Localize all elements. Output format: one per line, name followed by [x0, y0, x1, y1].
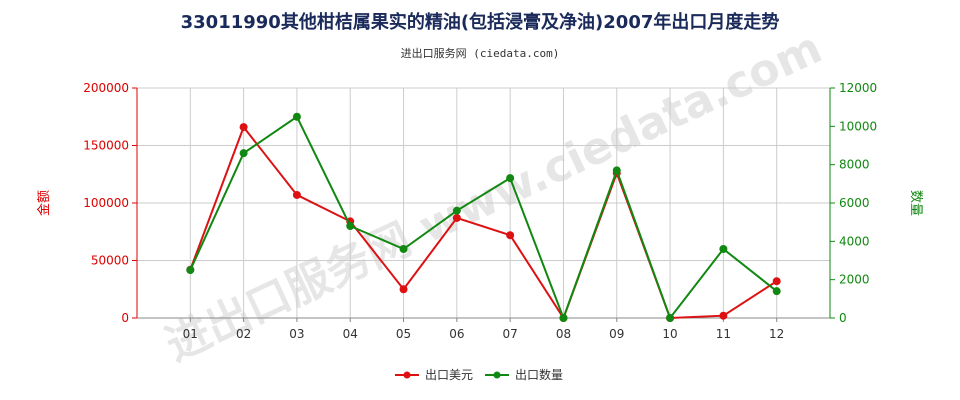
- y-left-tick-label: 200000: [83, 81, 129, 95]
- y-right-tick-label: 12000: [839, 81, 877, 95]
- data-point: [506, 231, 515, 240]
- legend: 出口美元 出口数量: [395, 367, 563, 382]
- y-left-tick-label: 100000: [83, 196, 129, 210]
- data-point: [346, 222, 355, 230]
- data-point: [239, 149, 248, 158]
- x-tick-label: 04: [343, 327, 358, 341]
- data-point: [292, 190, 301, 199]
- data-point: [399, 285, 408, 294]
- chart-title: 33011990其他柑桔属果实的精油(包括浸膏及净油)2007年出口月度走势: [180, 12, 780, 33]
- data-point: [239, 123, 248, 132]
- y-right-tick-label: 6000: [839, 196, 870, 210]
- series-2: [186, 112, 781, 322]
- x-tick-label: 10: [662, 327, 677, 341]
- y-left-tick-label: 150000: [83, 139, 129, 153]
- legend-label: 出口美元: [425, 368, 473, 382]
- axes: 0 50000 100000 150000 200000 0 2000 4000 6000 800…: [83, 81, 877, 341]
- y-right-tick-label: 8000: [839, 158, 870, 172]
- legend-swatch-marker: [403, 371, 411, 379]
- x-tick-label: 05: [396, 327, 411, 341]
- series-line: [189, 125, 778, 321]
- x-tick-label: 01: [183, 327, 198, 341]
- y-left-tick-label: 50000: [91, 254, 129, 268]
- data-point: [719, 311, 728, 320]
- legend-swatch-marker: [493, 371, 501, 379]
- data-point: [186, 266, 195, 275]
- x-tick-label: 07: [503, 327, 518, 341]
- y-right-tick-label: 10000: [839, 119, 877, 133]
- y-right-tick-label: 4000: [839, 234, 870, 248]
- data-point: [292, 112, 301, 121]
- x-tick-label: 03: [289, 327, 304, 341]
- data-point: [559, 314, 568, 322]
- data-point: [399, 245, 408, 253]
- data-point: [719, 245, 728, 253]
- data-point: [452, 213, 461, 222]
- grid-lines: [137, 87, 830, 319]
- chart-subtitle: 进出口服务网 (ciedata.com): [400, 47, 560, 60]
- x-tick-label: 11: [716, 327, 731, 341]
- x-tick-label: 08: [556, 327, 571, 341]
- data-point: [506, 174, 515, 183]
- x-tick-label: 02: [236, 327, 251, 341]
- x-tick-label: 12: [769, 327, 784, 341]
- data-point: [612, 166, 621, 175]
- legend-label: 出口数量: [515, 367, 563, 382]
- data-point: [772, 277, 781, 286]
- y-right-tick-label: 2000: [839, 273, 870, 287]
- y-right-tick-label: 0: [839, 311, 847, 325]
- watermark: 进出口服务网 www.ciedata.com: [158, 22, 829, 371]
- y-left-tick-label: 0: [121, 311, 129, 325]
- x-tick-label: 06: [449, 327, 464, 341]
- series-layer: [186, 112, 781, 322]
- data-point: [666, 314, 675, 322]
- y-axis-right-label: 数量: [908, 190, 923, 216]
- legend-item: 出口数量: [485, 367, 563, 382]
- y-axis-left-label: 金额: [36, 190, 52, 216]
- legend-item: 出口美元: [395, 368, 473, 382]
- data-point: [772, 287, 781, 296]
- data-point: [452, 206, 461, 215]
- x-tick-label: 09: [609, 327, 624, 341]
- series-line: [189, 115, 778, 321]
